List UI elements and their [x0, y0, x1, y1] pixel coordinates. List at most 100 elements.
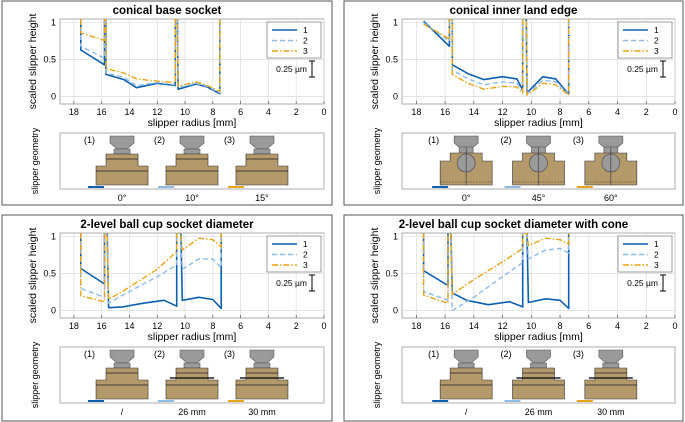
x-tick-label: 6 — [238, 107, 243, 117]
series-line-3 — [80, 233, 222, 303]
x-tick-label: 8 — [558, 321, 563, 331]
x-tick-label: 16 — [97, 107, 107, 117]
x-axis-label: slipper radius [mm] — [148, 117, 237, 129]
x-tick-label: 10 — [526, 321, 536, 331]
geometry-tick-label: 10° — [185, 193, 199, 203]
scale-bar-label: 0.25 µm — [627, 278, 658, 288]
x-tick-label: 2 — [294, 107, 299, 117]
x-tick-label: 0 — [321, 321, 326, 331]
slipper-body — [235, 153, 289, 186]
legend-label-2: 2 — [654, 36, 659, 46]
scale-bar-label: 0.25 µm — [276, 64, 307, 74]
chart-title: conical inner land edge — [450, 5, 578, 17]
chart-title: 2-level ball cup socket diameter — [80, 219, 254, 231]
piston-neck — [183, 148, 201, 155]
x-tick-label: 10 — [180, 107, 190, 117]
slipper-body — [439, 367, 493, 400]
slipper-shape-2 — [504, 349, 565, 402]
x-axis-label: slipper radius [mm] — [148, 331, 237, 343]
x-tick-label: 4 — [615, 321, 620, 331]
x-tick-label: 18 — [69, 107, 79, 117]
x-tick-label: 12 — [498, 107, 508, 117]
x-tick-label: 4 — [266, 107, 271, 117]
x-tick-label: 8 — [558, 107, 563, 117]
x-tick-label: 14 — [124, 321, 134, 331]
x-tick-label: 14 — [469, 107, 479, 117]
series-line-3 — [423, 19, 570, 96]
y-axis-label: scaled slipper height — [27, 228, 39, 324]
y-tick-label: 1 — [393, 18, 398, 28]
slipper-shape-3 — [576, 135, 638, 188]
x-tick-label: 6 — [238, 321, 243, 331]
x-tick-label: 18 — [411, 107, 421, 117]
geometry-case-label: (1) — [428, 349, 439, 359]
piston-neck — [530, 362, 547, 369]
legend-label-2: 2 — [303, 36, 308, 46]
x-tick-label: 6 — [586, 321, 591, 331]
legend-label-2: 2 — [654, 250, 659, 260]
piston-neck — [113, 148, 131, 155]
y-tick-label: 0 — [393, 306, 398, 316]
slipper-body — [95, 153, 149, 186]
y-tick-label: 0 — [51, 92, 56, 102]
slipper-body — [165, 367, 219, 400]
x-tick-label: 0 — [321, 107, 326, 117]
geometry-axis-label: slipper geometry — [30, 127, 40, 194]
y-tick-label: 0.5 — [43, 55, 56, 65]
x-tick-label: 12 — [152, 107, 162, 117]
series-line-2 — [80, 19, 221, 94]
y-tick-label: 0.5 — [385, 55, 398, 65]
x-tick-label: 14 — [469, 321, 479, 331]
x-axis-label: slipper radius [mm] — [494, 331, 583, 343]
x-tick-label: 12 — [152, 321, 162, 331]
y-tick-label: 1 — [393, 232, 398, 242]
geometry-tick-label: 26 mm — [178, 407, 206, 417]
piston-neck — [253, 148, 271, 155]
geometry-tick-label: 30 mm — [248, 407, 276, 417]
slipper-shape-3 — [576, 349, 638, 402]
series-line-2 — [423, 19, 570, 96]
geometry-case-label: (1) — [84, 135, 95, 145]
geometry-case-label: (2) — [501, 349, 512, 359]
geometry-tick-label: 30 mm — [597, 407, 625, 417]
slipper-body — [95, 367, 149, 400]
scale-bar-label: 0.25 µm — [627, 64, 658, 74]
x-axis-label: slipper radius [mm] — [494, 117, 583, 129]
x-tick-label: 2 — [294, 321, 299, 331]
x-tick-label: 10 — [180, 321, 190, 331]
x-tick-label: 8 — [210, 321, 215, 331]
x-tick-label: 4 — [266, 321, 271, 331]
geometry-case-label: (3) — [573, 135, 584, 145]
legend-label-3: 3 — [654, 260, 659, 270]
x-tick-label: 14 — [124, 107, 134, 117]
y-tick-label: 1 — [51, 232, 56, 242]
geometry-case-label: (1) — [428, 135, 439, 145]
geometry-tick-label: 60° — [604, 193, 618, 203]
slipper-shape-1 — [88, 135, 149, 188]
slipper-shape-2 — [158, 349, 219, 402]
x-tick-label: 4 — [615, 107, 620, 117]
piston-neck — [253, 362, 271, 369]
panel-4: 2-level ball cup socket diameter with co… — [343, 214, 684, 422]
series-line-3 — [422, 233, 570, 304]
y-tick-label: 1 — [51, 18, 56, 28]
slipper-body — [235, 367, 289, 400]
chart-title: conical base socket — [113, 5, 222, 17]
y-axis-label: scaled slipper height — [27, 14, 39, 110]
slipper-body — [584, 367, 638, 400]
legend-label-1: 1 — [303, 25, 308, 35]
slipper-shape-1 — [432, 135, 493, 188]
piston-neck — [113, 362, 131, 369]
series-line-2 — [422, 233, 570, 312]
y-axis-label: scaled slipper height — [369, 14, 381, 110]
slipper-shape-2 — [504, 135, 565, 188]
slipper-shape-3 — [227, 349, 289, 402]
legend-label-1: 1 — [303, 239, 308, 249]
x-tick-label: 0 — [672, 321, 677, 331]
geometry-case-label: (2) — [154, 135, 165, 145]
scale-bar-label: 0.25 µm — [276, 278, 307, 288]
